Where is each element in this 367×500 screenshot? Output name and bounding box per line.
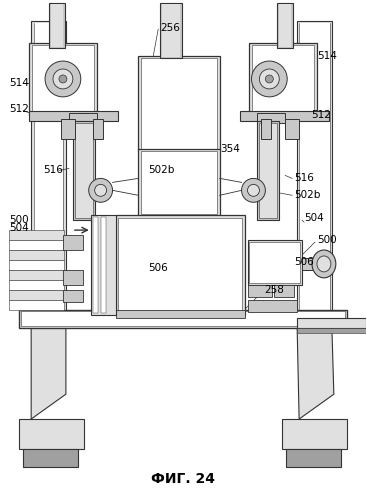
Text: 506: 506 — [148, 263, 168, 273]
Bar — [247, 300, 297, 312]
Bar — [9, 230, 64, 240]
Bar — [9, 300, 64, 310]
Bar — [141, 58, 217, 148]
Bar — [23, 449, 78, 467]
Bar — [299, 24, 330, 310]
Bar — [286, 449, 341, 467]
Ellipse shape — [59, 75, 67, 83]
Text: 500: 500 — [317, 235, 337, 245]
Text: 502b: 502b — [294, 190, 320, 200]
Bar — [277, 4, 293, 48]
Bar — [119, 218, 241, 312]
Bar — [63, 270, 83, 285]
Ellipse shape — [53, 69, 73, 89]
Bar — [73, 120, 95, 220]
Ellipse shape — [241, 178, 265, 203]
Ellipse shape — [89, 178, 113, 203]
Bar — [29, 43, 97, 115]
Text: 504: 504 — [9, 223, 29, 233]
Bar — [9, 280, 64, 290]
Bar — [274, 285, 294, 296]
Bar — [259, 122, 277, 218]
Bar — [31, 22, 66, 312]
Bar — [250, 242, 300, 283]
Bar — [21, 310, 345, 326]
Text: ФИГ. 24: ФИГ. 24 — [151, 472, 215, 486]
Bar — [116, 215, 244, 314]
Ellipse shape — [317, 256, 331, 272]
Bar — [160, 4, 182, 58]
Ellipse shape — [45, 61, 81, 97]
Bar — [247, 240, 302, 285]
Text: 354: 354 — [220, 144, 240, 154]
Bar — [240, 111, 329, 120]
Text: 258: 258 — [264, 285, 284, 295]
Bar — [297, 22, 332, 312]
Bar — [141, 150, 217, 214]
Bar — [63, 290, 83, 302]
Ellipse shape — [265, 75, 273, 83]
Bar — [116, 310, 244, 318]
Bar — [257, 113, 285, 122]
Bar — [252, 45, 314, 113]
Bar — [247, 285, 272, 296]
Ellipse shape — [259, 69, 279, 89]
Bar — [63, 235, 83, 250]
Bar — [279, 4, 291, 47]
Bar — [162, 4, 180, 57]
Text: 512: 512 — [9, 104, 29, 114]
Bar — [257, 120, 279, 220]
Bar — [34, 24, 63, 310]
Ellipse shape — [251, 61, 287, 97]
Text: 506: 506 — [294, 257, 314, 267]
Ellipse shape — [247, 184, 259, 196]
Bar — [9, 260, 64, 270]
Bar — [93, 118, 103, 139]
Bar — [9, 240, 64, 250]
Bar — [285, 118, 299, 139]
Text: 516: 516 — [43, 166, 63, 175]
Text: 516: 516 — [294, 174, 314, 184]
Text: 256: 256 — [160, 23, 180, 33]
Bar — [9, 290, 64, 300]
Bar — [101, 217, 106, 312]
Bar — [250, 43, 317, 115]
Bar — [29, 111, 119, 120]
Text: 512: 512 — [311, 110, 331, 120]
Bar — [32, 45, 94, 113]
Bar — [69, 113, 97, 122]
Bar — [261, 118, 271, 139]
Bar — [282, 419, 347, 449]
Bar — [91, 215, 116, 314]
Bar — [61, 118, 75, 139]
Polygon shape — [31, 328, 66, 419]
Text: 514: 514 — [9, 78, 29, 88]
Bar — [9, 270, 64, 280]
Bar — [138, 148, 220, 216]
Text: 504: 504 — [304, 213, 324, 223]
Bar — [297, 328, 366, 332]
Bar — [297, 318, 366, 328]
Bar — [19, 419, 84, 449]
Text: 514: 514 — [317, 51, 337, 61]
Ellipse shape — [312, 250, 336, 278]
Bar — [9, 250, 64, 260]
Bar — [51, 4, 63, 47]
Bar — [93, 217, 98, 312]
Text: 500: 500 — [9, 215, 29, 225]
Bar — [19, 310, 347, 328]
Bar — [75, 122, 93, 218]
Ellipse shape — [95, 184, 106, 196]
Bar — [49, 4, 65, 48]
Bar — [302, 258, 324, 270]
Text: 502b: 502b — [148, 166, 175, 175]
Polygon shape — [297, 328, 334, 419]
Bar — [138, 56, 220, 150]
